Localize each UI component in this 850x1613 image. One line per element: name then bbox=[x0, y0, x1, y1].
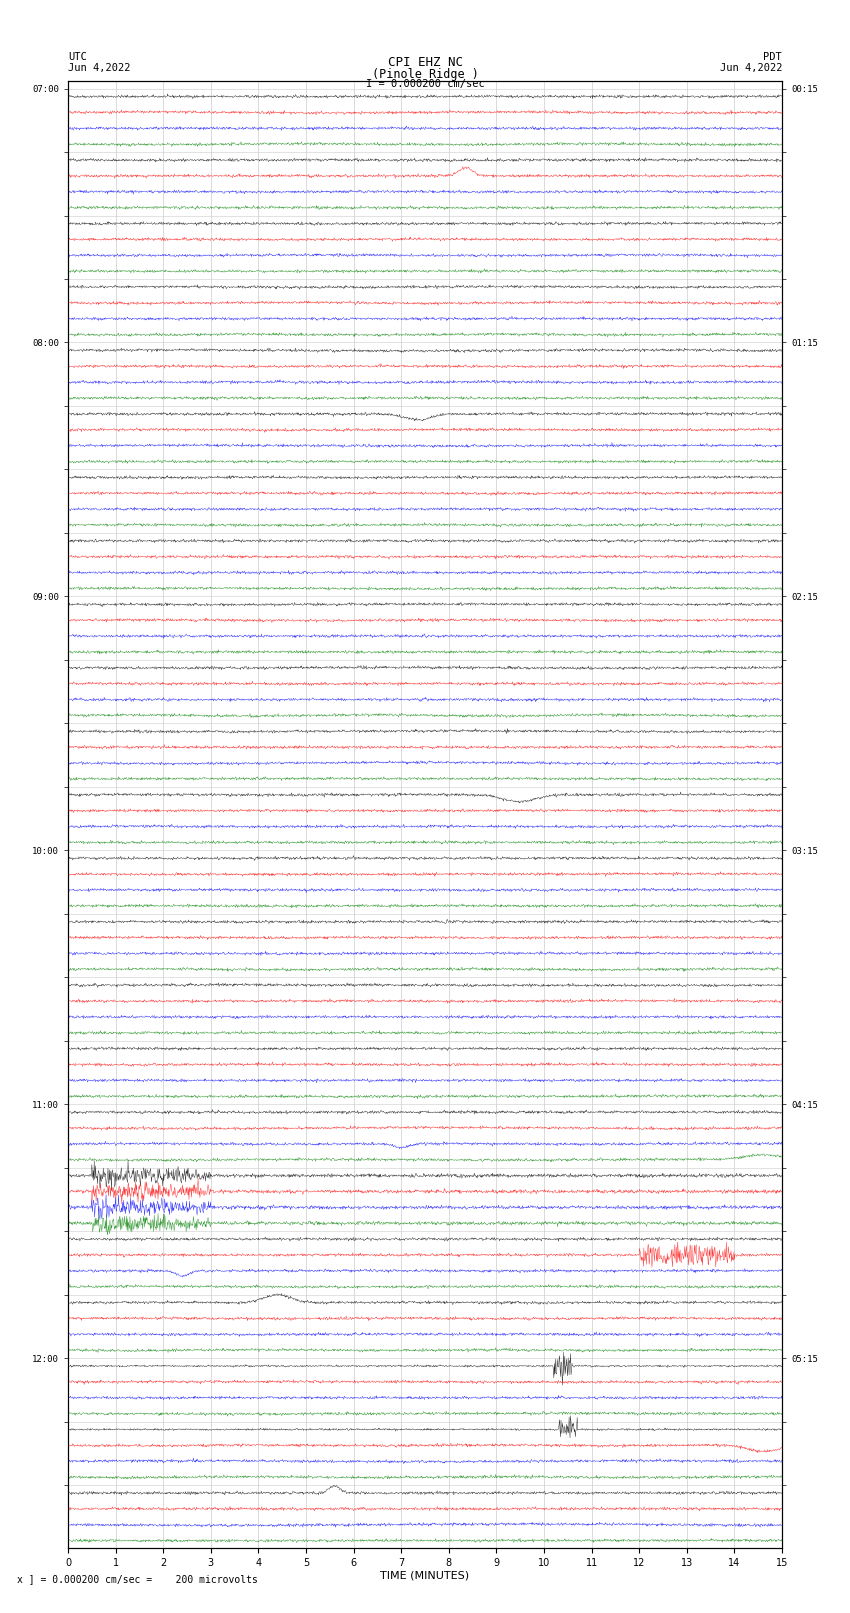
Text: PDT
Jun 4,2022: PDT Jun 4,2022 bbox=[719, 52, 782, 73]
X-axis label: TIME (MINUTES): TIME (MINUTES) bbox=[381, 1571, 469, 1581]
Text: (Pinole Ridge ): (Pinole Ridge ) bbox=[371, 68, 479, 81]
Text: x ] = 0.000200 cm/sec =    200 microvolts: x ] = 0.000200 cm/sec = 200 microvolts bbox=[17, 1574, 258, 1584]
Text: I = 0.000200 cm/sec: I = 0.000200 cm/sec bbox=[366, 79, 484, 89]
Text: CPI EHZ NC: CPI EHZ NC bbox=[388, 56, 462, 69]
Text: UTC
Jun 4,2022: UTC Jun 4,2022 bbox=[68, 52, 131, 73]
